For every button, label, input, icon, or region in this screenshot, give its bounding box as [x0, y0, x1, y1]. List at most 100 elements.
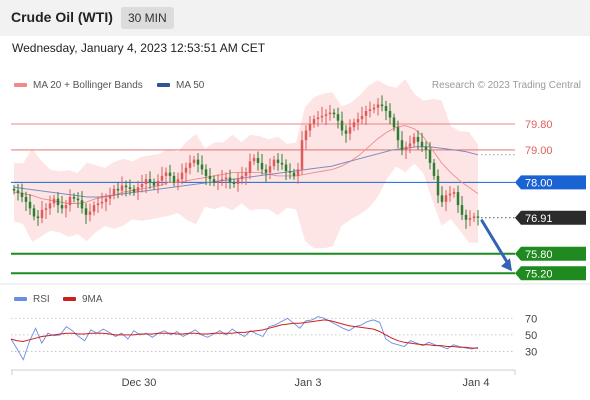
candle	[316, 110, 320, 127]
candle	[260, 153, 264, 175]
candle-body	[120, 185, 124, 191]
rsi-swatch	[14, 297, 27, 302]
candle	[264, 164, 268, 182]
candle	[252, 154, 256, 166]
instrument-title: Crude Oil (WTI)	[11, 9, 113, 25]
candle	[104, 193, 108, 211]
candle-body	[332, 112, 336, 115]
x-tick-label-2: Jan 3	[295, 377, 322, 389]
candle	[152, 178, 156, 190]
candle	[156, 174, 160, 194]
level-label-79-80: 79.80	[525, 119, 553, 131]
candle	[372, 103, 376, 114]
candle-body	[396, 127, 400, 141]
candle-body	[12, 188, 16, 191]
candle-body	[148, 179, 152, 183]
candle	[128, 179, 132, 196]
candle	[324, 109, 328, 125]
candle-body	[476, 216, 480, 218]
rsi-ma-line	[10, 319, 478, 349]
candle	[444, 190, 448, 211]
candle	[340, 111, 344, 136]
candle	[12, 184, 16, 195]
rsi-tick-70: 70	[525, 313, 537, 325]
candle-body	[80, 200, 84, 209]
candle	[172, 172, 176, 187]
candle-body	[216, 180, 220, 183]
candle	[204, 164, 208, 185]
legend-ma50: MA 50	[157, 80, 204, 91]
candle-body	[364, 110, 368, 116]
candle-body	[288, 171, 292, 173]
candle	[428, 142, 432, 170]
candle	[248, 153, 252, 180]
candle-body	[468, 218, 472, 220]
candle-body	[472, 216, 476, 219]
x-tick-label-3: Jan 4	[463, 377, 490, 389]
chart-datetime: Wednesday, January 4, 2023 12:53:51 AM C…	[12, 41, 266, 55]
level-label-79-00: 79.00	[525, 145, 553, 157]
candle	[160, 166, 164, 186]
candle-body	[96, 203, 100, 206]
candle-body	[304, 130, 308, 141]
candle	[380, 95, 384, 112]
candle	[216, 174, 220, 191]
candle	[476, 209, 480, 226]
level-label-75-80: 75.80	[525, 249, 553, 261]
candle	[92, 201, 96, 216]
candle-body	[336, 114, 340, 121]
candle	[424, 141, 428, 160]
candle-body	[248, 161, 252, 173]
candle	[68, 189, 72, 212]
candle-body	[84, 208, 88, 215]
candle-body	[40, 209, 44, 219]
candle	[84, 203, 88, 224]
interval-button[interactable]: 30 MIN	[121, 7, 174, 29]
candle-body	[156, 180, 160, 186]
rsi-line	[10, 316, 479, 361]
candle	[256, 151, 260, 171]
candle	[448, 185, 452, 202]
candle	[16, 184, 20, 201]
candle	[64, 199, 68, 218]
candle-body	[116, 188, 120, 191]
candles	[12, 95, 480, 229]
candle	[100, 192, 104, 209]
candle-body	[444, 195, 448, 202]
candle-body	[68, 196, 72, 206]
candle-body	[232, 182, 236, 185]
candle-body	[64, 205, 68, 209]
candle	[140, 174, 144, 193]
candle	[116, 182, 120, 199]
candle-body	[32, 208, 36, 217]
candle	[144, 173, 148, 194]
candle-body	[212, 179, 216, 183]
candle-body	[192, 159, 196, 163]
candle	[384, 100, 388, 121]
candle-body	[308, 123, 312, 131]
candle-body	[256, 158, 260, 163]
candle-body	[16, 190, 20, 193]
candle-body	[284, 164, 288, 172]
candle	[392, 113, 396, 132]
candle-body	[316, 117, 320, 120]
candle-body	[408, 143, 412, 147]
candle-body	[144, 179, 148, 185]
candle	[168, 164, 172, 183]
candle-body	[376, 104, 380, 108]
candle	[236, 172, 240, 192]
candle	[464, 209, 468, 229]
candle-body	[56, 198, 60, 206]
header-bar: Crude Oil (WTI) 30 MIN	[0, 0, 590, 36]
candle	[296, 162, 300, 184]
candle-body	[372, 107, 376, 110]
candle	[96, 196, 100, 213]
candle-body	[464, 214, 468, 220]
ma9-swatch	[63, 297, 76, 302]
candle-body	[344, 130, 348, 134]
candle-body	[44, 208, 48, 210]
candle	[420, 132, 424, 152]
candle-body	[196, 159, 200, 165]
candle	[408, 135, 412, 154]
